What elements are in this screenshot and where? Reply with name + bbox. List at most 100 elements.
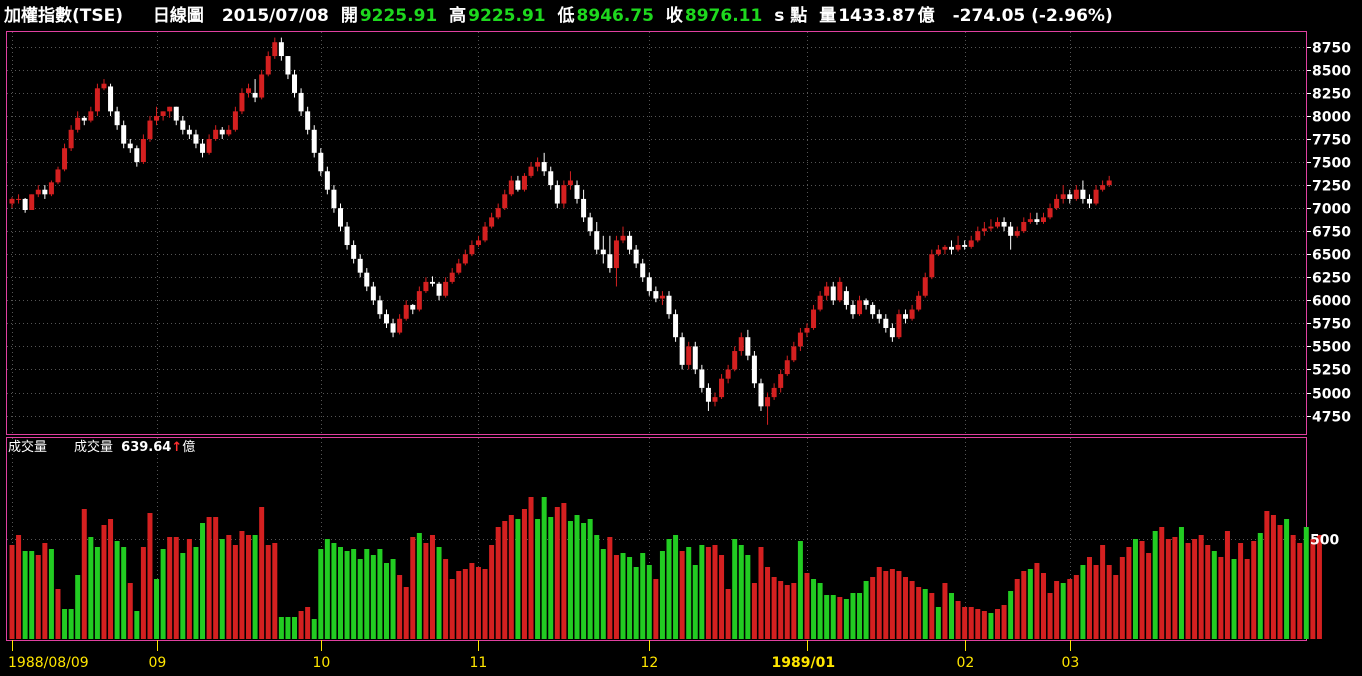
volume-bar	[567, 521, 573, 639]
volume-bar	[1284, 519, 1290, 639]
candle-body	[462, 254, 468, 264]
candle-body	[889, 327, 895, 338]
volume-bar	[1060, 583, 1066, 639]
candle-body	[390, 323, 396, 333]
candle-body	[692, 346, 698, 370]
volume-bar	[68, 609, 74, 639]
candle-body	[75, 117, 81, 130]
candle-body	[705, 387, 711, 402]
candle-body	[88, 111, 94, 121]
volume-bar	[1047, 593, 1053, 639]
volume-bar	[377, 549, 383, 639]
volume-bar	[397, 575, 403, 639]
volume-bar	[1034, 563, 1040, 639]
high-value: 9225.91	[468, 6, 546, 26]
date-tick-label: 03	[1062, 655, 1080, 671]
candle-body	[765, 397, 771, 407]
volume-bar	[423, 543, 429, 639]
candle-body	[784, 360, 790, 375]
volume-bar	[620, 553, 626, 639]
volume-bar	[495, 527, 501, 639]
candle-body	[246, 88, 252, 93]
volume-bar	[975, 609, 981, 639]
candle-body	[778, 374, 784, 388]
candle-body	[738, 337, 744, 352]
volume-bar	[180, 553, 186, 639]
volume-bar	[725, 589, 731, 639]
volume-bar	[1106, 565, 1112, 639]
chart-header: 加權指數(TSE) 日線圖 2015/07/08 開 9225.91 高 9225.…	[4, 4, 1119, 28]
volume-bar	[935, 607, 941, 639]
date-tick-label: 02	[957, 655, 975, 671]
low-label: 低	[557, 6, 575, 26]
candle-body	[502, 194, 508, 209]
candle-body	[1100, 185, 1106, 190]
candle-body	[357, 258, 363, 273]
volume-bar	[627, 557, 633, 639]
volume-bar	[370, 555, 376, 639]
volume-bar	[35, 555, 41, 639]
volume-bar	[331, 543, 337, 639]
volume-bar	[1001, 605, 1007, 639]
candle-body	[797, 332, 803, 347]
volume-bar	[903, 577, 909, 639]
volume-bars	[9, 497, 1322, 639]
candle-body	[857, 300, 863, 315]
volume-bar	[811, 579, 817, 639]
volume-bar	[443, 559, 449, 639]
candle-body	[896, 314, 902, 338]
volume-bar	[1152, 531, 1158, 639]
volume-bar	[804, 573, 810, 639]
volume-bar	[94, 547, 100, 639]
date-axis-labels: 1988/08/09 09 10 11 12 1989/01 02 03	[8, 640, 1079, 671]
candle-body	[397, 318, 403, 333]
volume-bar	[292, 617, 298, 639]
candle-body	[791, 346, 797, 361]
date-tick-label: 09	[149, 655, 167, 671]
volume-bar	[1270, 515, 1276, 639]
candle-body	[121, 125, 127, 144]
volume-bar	[403, 587, 409, 639]
volume-bar	[955, 601, 961, 639]
high-label: 高	[449, 6, 467, 26]
candle-body	[200, 143, 206, 153]
candle-body	[259, 74, 265, 98]
volume-bar	[489, 545, 495, 639]
volume-bar	[1264, 511, 1270, 639]
volume-tick-label: 500	[1310, 533, 1339, 549]
volume-bar	[732, 539, 738, 639]
volume-bar	[88, 537, 94, 639]
candle-body	[219, 129, 225, 135]
price-tick-label: 5750	[1312, 317, 1351, 333]
candle-body	[186, 129, 192, 135]
volume-bar	[410, 537, 416, 639]
volume-bar	[482, 569, 488, 639]
volume-bar	[265, 545, 271, 639]
volume-bar	[1251, 541, 1257, 639]
candle-body	[876, 314, 882, 319]
volume-bar	[121, 547, 127, 639]
date-tick-label: 11	[470, 655, 488, 671]
volume-bar	[364, 549, 370, 639]
volume-bar	[1093, 565, 1099, 639]
volume-bar	[1218, 557, 1224, 639]
close-label: 收	[665, 6, 683, 26]
volume-bar	[206, 517, 212, 639]
volume-bar	[42, 543, 48, 639]
candle-body	[1073, 189, 1079, 199]
candle-body	[725, 369, 731, 379]
volume-bar	[108, 519, 114, 639]
volume-bar	[298, 611, 304, 639]
volume-bar	[850, 593, 856, 639]
volume-bar	[666, 539, 672, 639]
volume-bar	[167, 537, 173, 639]
candle-body	[968, 240, 974, 247]
candle-body	[600, 249, 606, 255]
volume-bar	[1178, 527, 1184, 639]
volume-bar	[1126, 547, 1132, 639]
candle-body	[843, 291, 849, 305]
candle-body	[712, 397, 718, 402]
candle-body	[627, 235, 633, 250]
price-tick-label: 7750	[1312, 133, 1351, 149]
candle-body	[850, 304, 856, 315]
